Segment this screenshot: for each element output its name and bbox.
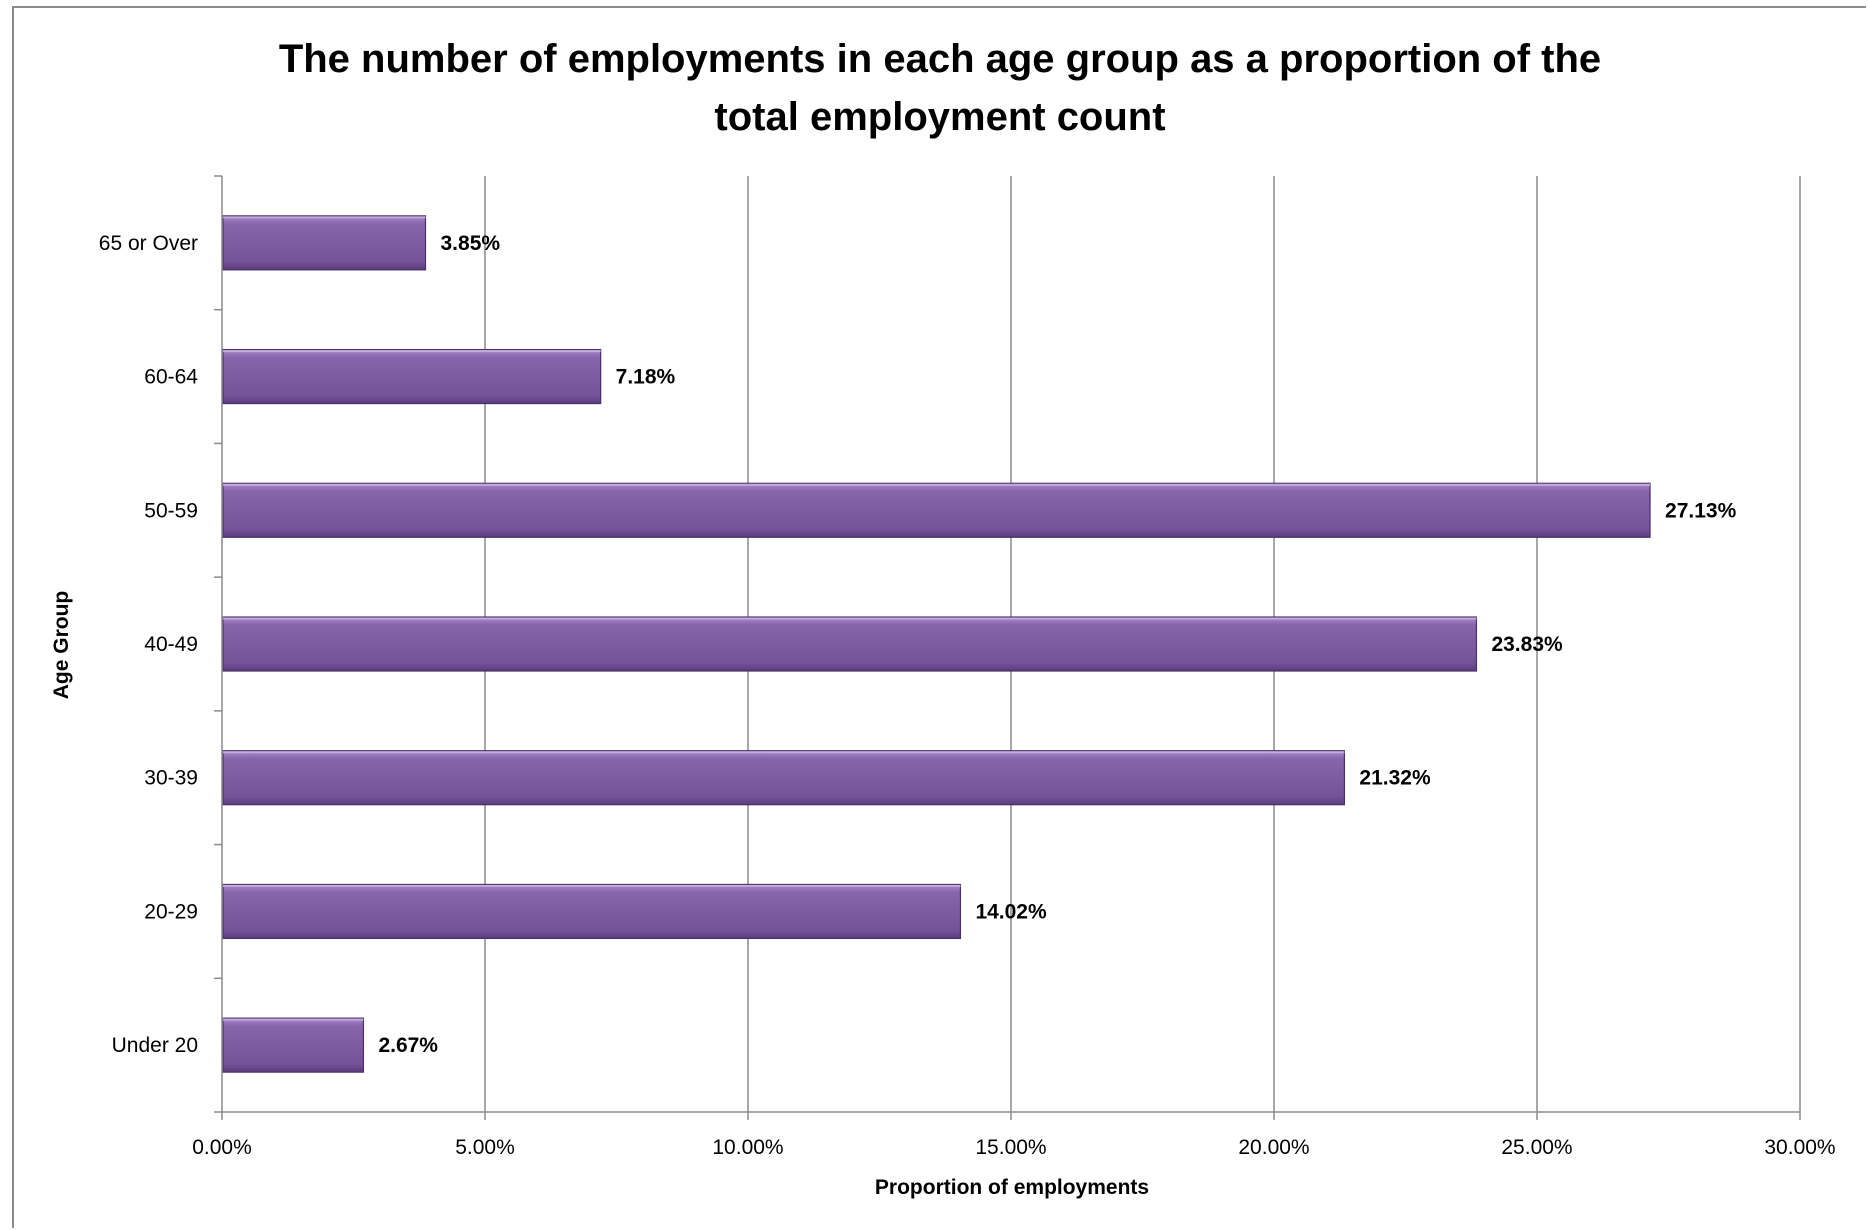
bar [222,215,427,271]
data-label: 7.18% [616,366,676,389]
data-label: 27.13% [1665,499,1737,522]
axes: 0.00% 5.00% 10.00% 15.00% 20.00% 25.00% 30.00%… [99,175,1836,1159]
y-tick-label: Under 20 [112,1034,198,1057]
x-tick-label: 15.00% [975,1136,1046,1159]
x-tick-label: 30.00% [1764,1136,1835,1159]
x-axis-label: Proportion of employments [875,1176,1149,1199]
bar [222,750,1346,806]
bar [222,482,1651,538]
bars: 2.67% 14.02% 21.32% 23.83% 27.13% 7.18% 3.85% [222,215,1737,1073]
chart-title-line-1: The number of employments in each age gr… [279,37,1601,81]
data-label: 23.83% [1491,633,1563,656]
y-tick-label: 50-59 [144,499,198,522]
data-label: 21.32% [1359,767,1431,790]
y-tick-label: 60-64 [144,366,198,389]
x-tick-label: 10.00% [712,1136,783,1159]
bar [222,616,1478,672]
chart-title-line-2: total employment count [714,95,1165,139]
y-tick-label: 20-29 [144,900,198,923]
data-label: 3.85% [441,232,501,255]
data-label: 2.67% [378,1034,438,1057]
y-tick-label: 65 or Over [99,232,198,255]
x-tick-label: 20.00% [1238,1136,1309,1159]
bar [222,883,962,940]
x-tick-label: 25.00% [1501,1136,1572,1159]
y-tick-label: 40-49 [144,633,198,656]
x-tick-label: 0.00% [192,1136,252,1159]
bar [222,348,602,405]
x-tick-label: 5.00% [455,1136,515,1159]
bar [222,1017,365,1073]
y-tick-label: 30-39 [144,767,198,790]
data-label: 14.02% [975,900,1047,923]
y-axis-label: Age Group [50,591,73,700]
